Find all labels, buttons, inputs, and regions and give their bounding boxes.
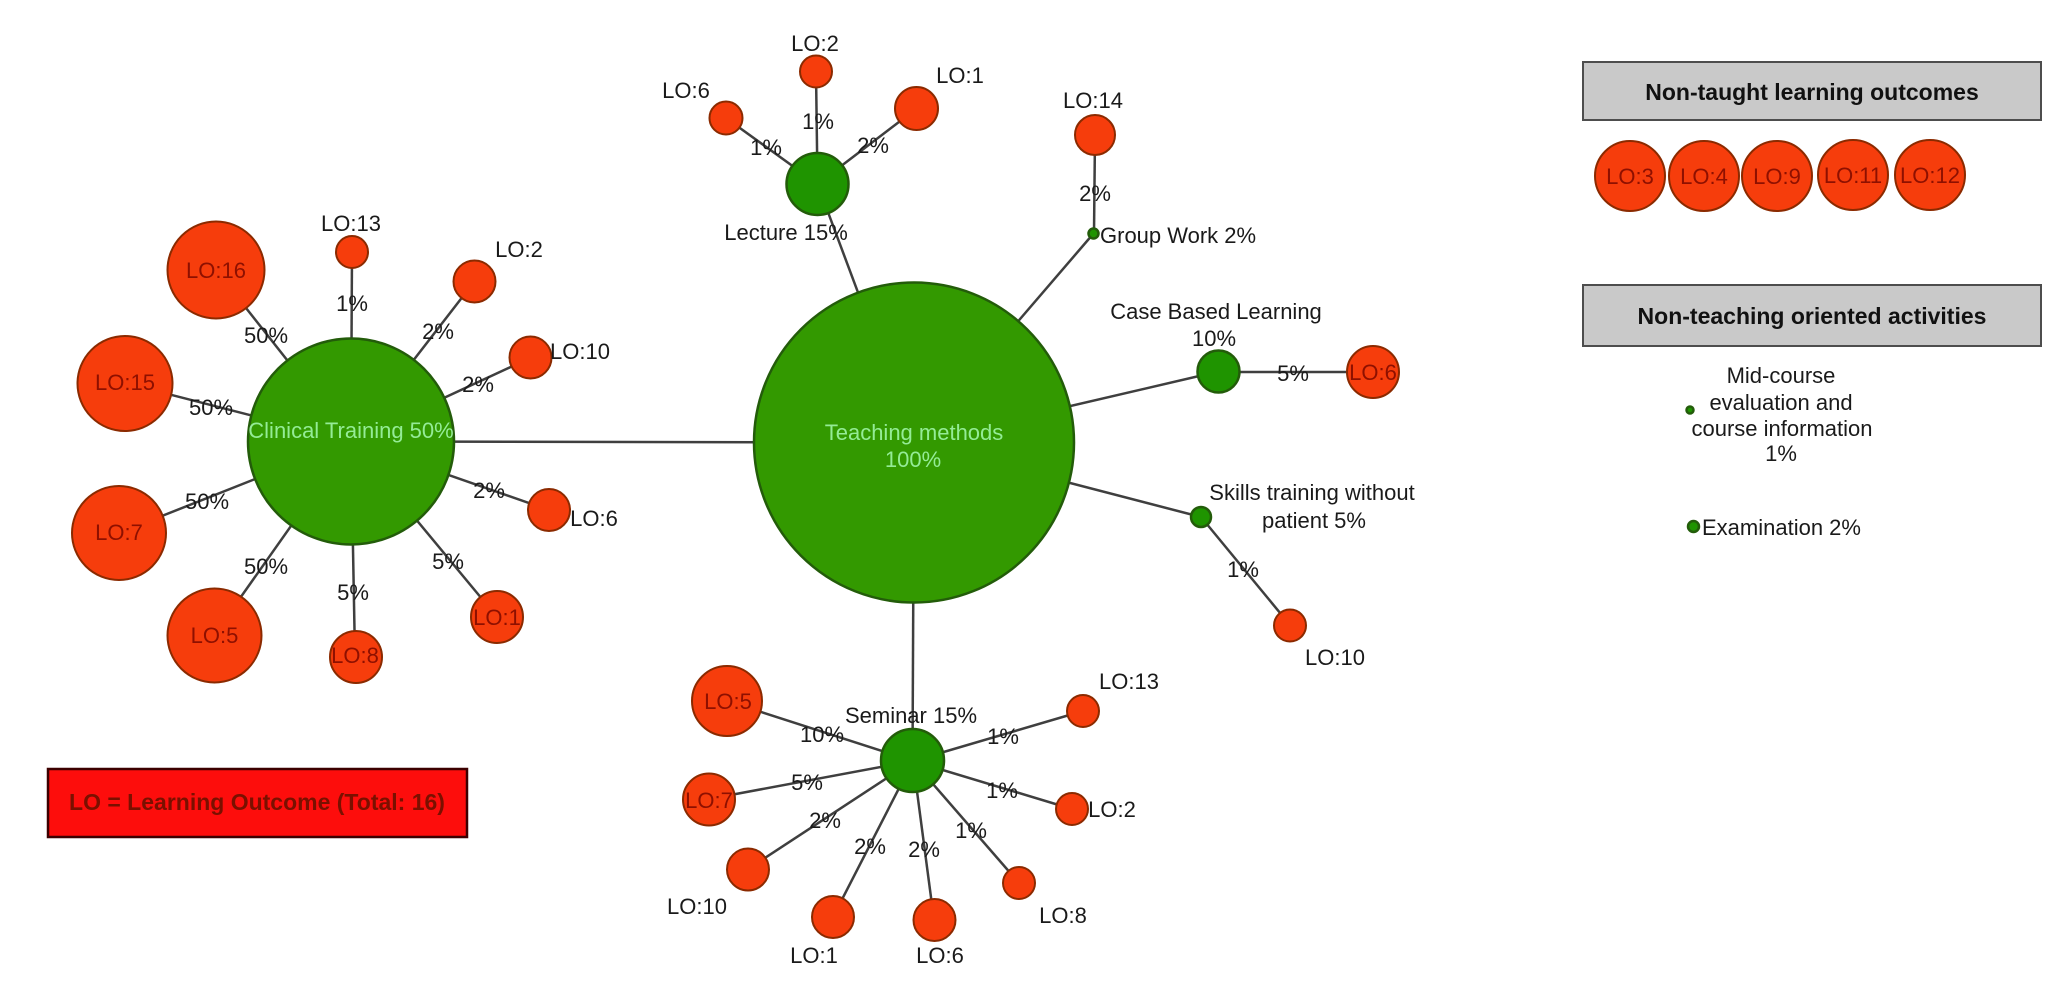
svg-text:LO:6: LO:6 — [662, 78, 710, 103]
svg-text:LO:10: LO:10 — [550, 339, 610, 364]
svg-text:Seminar 15%: Seminar 15% — [845, 703, 977, 728]
svg-text:LO:5: LO:5 — [704, 689, 752, 714]
svg-text:1%: 1% — [1227, 557, 1259, 582]
svg-text:2%: 2% — [908, 837, 940, 862]
svg-text:Mid-course: Mid-course — [1727, 363, 1836, 388]
svg-text:LO:6: LO:6 — [1349, 360, 1397, 385]
svg-text:LO:10: LO:10 — [1305, 645, 1365, 670]
svg-text:2%: 2% — [473, 478, 505, 503]
svg-text:2%: 2% — [809, 808, 841, 833]
svg-text:Case Based Learning: Case Based Learning — [1110, 299, 1322, 324]
svg-text:LO:1: LO:1 — [790, 943, 838, 968]
svg-text:2%: 2% — [854, 834, 886, 859]
svg-text:LO:9: LO:9 — [1753, 164, 1801, 189]
svg-text:Lecture 15%: Lecture 15% — [724, 220, 848, 245]
svg-text:LO:8: LO:8 — [331, 643, 379, 668]
svg-text:2%: 2% — [1079, 181, 1111, 206]
svg-text:5%: 5% — [432, 549, 464, 574]
svg-text:LO:2: LO:2 — [495, 237, 543, 262]
svg-text:1%: 1% — [336, 291, 368, 316]
svg-text:evaluation and: evaluation and — [1709, 390, 1852, 415]
svg-text:LO:2: LO:2 — [791, 31, 839, 56]
svg-text:5%: 5% — [791, 770, 823, 795]
svg-text:50%: 50% — [189, 395, 233, 420]
svg-text:LO:13: LO:13 — [1099, 669, 1159, 694]
svg-text:1%: 1% — [1765, 441, 1797, 466]
svg-text:1%: 1% — [750, 135, 782, 160]
svg-text:2%: 2% — [462, 372, 494, 397]
svg-text:LO:10: LO:10 — [667, 894, 727, 919]
svg-text:LO:14: LO:14 — [1063, 88, 1123, 113]
svg-text:50%: 50% — [185, 489, 229, 514]
svg-text:Non-taught learning outcomes: Non-taught learning outcomes — [1645, 79, 1979, 105]
svg-text:LO:5: LO:5 — [191, 623, 239, 648]
svg-text:Non-teaching oriented activiti: Non-teaching oriented activities — [1638, 303, 1987, 329]
svg-text:Teaching methods: Teaching methods — [825, 420, 1004, 445]
svg-text:LO:1: LO:1 — [473, 605, 521, 630]
svg-text:1%: 1% — [986, 778, 1018, 803]
svg-text:LO:8: LO:8 — [1039, 903, 1087, 928]
svg-text:5%: 5% — [1277, 361, 1309, 386]
svg-text:course information: course information — [1692, 416, 1873, 441]
svg-text:LO:1: LO:1 — [936, 63, 984, 88]
svg-text:LO:6: LO:6 — [570, 506, 618, 531]
svg-text:2%: 2% — [422, 319, 454, 344]
svg-text:50%: 50% — [244, 323, 288, 348]
svg-text:Skills training without: Skills training without — [1209, 480, 1414, 505]
svg-text:2%: 2% — [857, 133, 889, 158]
svg-text:LO:2: LO:2 — [1088, 797, 1136, 822]
svg-text:10%: 10% — [1192, 326, 1236, 351]
svg-text:LO:16: LO:16 — [186, 258, 246, 283]
svg-text:Examination 2%: Examination 2% — [1702, 515, 1861, 540]
svg-text:LO:3: LO:3 — [1606, 164, 1654, 189]
svg-text:Group Work 2%: Group Work 2% — [1100, 223, 1256, 248]
svg-text:5%: 5% — [337, 580, 369, 605]
svg-text:LO:4: LO:4 — [1680, 164, 1728, 189]
svg-text:LO:7: LO:7 — [95, 520, 143, 545]
svg-text:100%: 100% — [885, 447, 941, 472]
svg-text:patient 5%: patient 5% — [1262, 508, 1366, 533]
svg-text:LO:6: LO:6 — [916, 943, 964, 968]
svg-text:LO:12: LO:12 — [1900, 163, 1960, 188]
svg-text:1%: 1% — [987, 724, 1019, 749]
svg-text:LO:15: LO:15 — [95, 370, 155, 395]
svg-text:10%: 10% — [800, 722, 844, 747]
svg-text:LO:13: LO:13 — [321, 211, 381, 236]
svg-text:LO:11: LO:11 — [1824, 163, 1882, 188]
svg-text:1%: 1% — [802, 109, 834, 134]
svg-text:1%: 1% — [955, 818, 987, 843]
svg-text:Clinical Training 50%: Clinical Training 50% — [248, 418, 453, 443]
svg-text:LO:7: LO:7 — [685, 788, 733, 813]
svg-text:LO = Learning Outcome (Total:: LO = Learning Outcome (Total: 16) — [69, 789, 445, 815]
svg-text:50%: 50% — [244, 554, 288, 579]
